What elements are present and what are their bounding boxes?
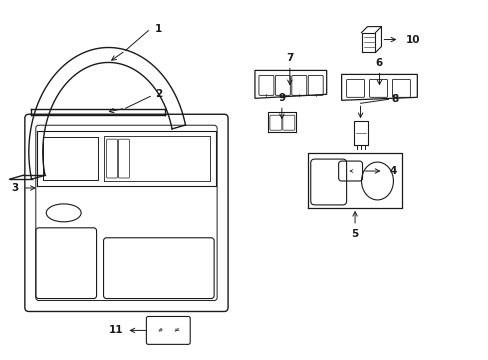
Text: 1: 1 — [154, 24, 162, 33]
Text: 3: 3 — [11, 183, 19, 193]
Text: ≠: ≠ — [173, 327, 179, 333]
Text: 4: 4 — [389, 166, 396, 176]
Text: 2: 2 — [154, 89, 162, 99]
Text: #: # — [157, 328, 163, 333]
Text: 7: 7 — [285, 54, 293, 63]
Text: 8: 8 — [391, 94, 398, 104]
Text: 6: 6 — [375, 58, 382, 68]
Text: 11: 11 — [109, 325, 123, 336]
Text: 5: 5 — [351, 229, 358, 239]
Text: 10: 10 — [405, 35, 420, 45]
Text: 9: 9 — [278, 93, 285, 103]
